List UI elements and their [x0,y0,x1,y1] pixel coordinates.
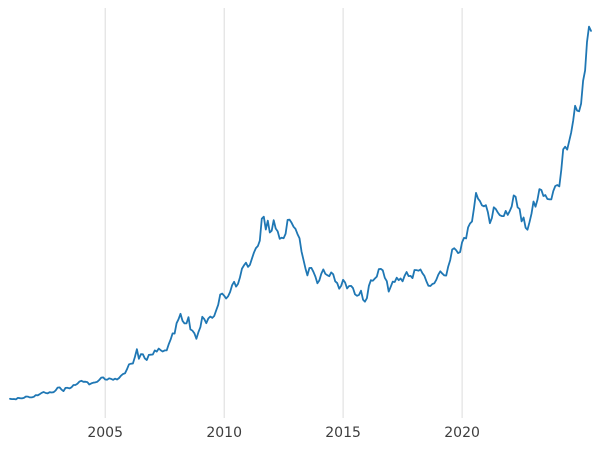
x-gridlines [104,8,463,418]
price-line-series [9,25,592,401]
x-tick-label: 2010 [206,425,243,441]
x-tick-label: 2020 [444,425,480,441]
x-tick-label: 2005 [87,425,124,441]
x-tick-label: 2015 [325,425,361,441]
